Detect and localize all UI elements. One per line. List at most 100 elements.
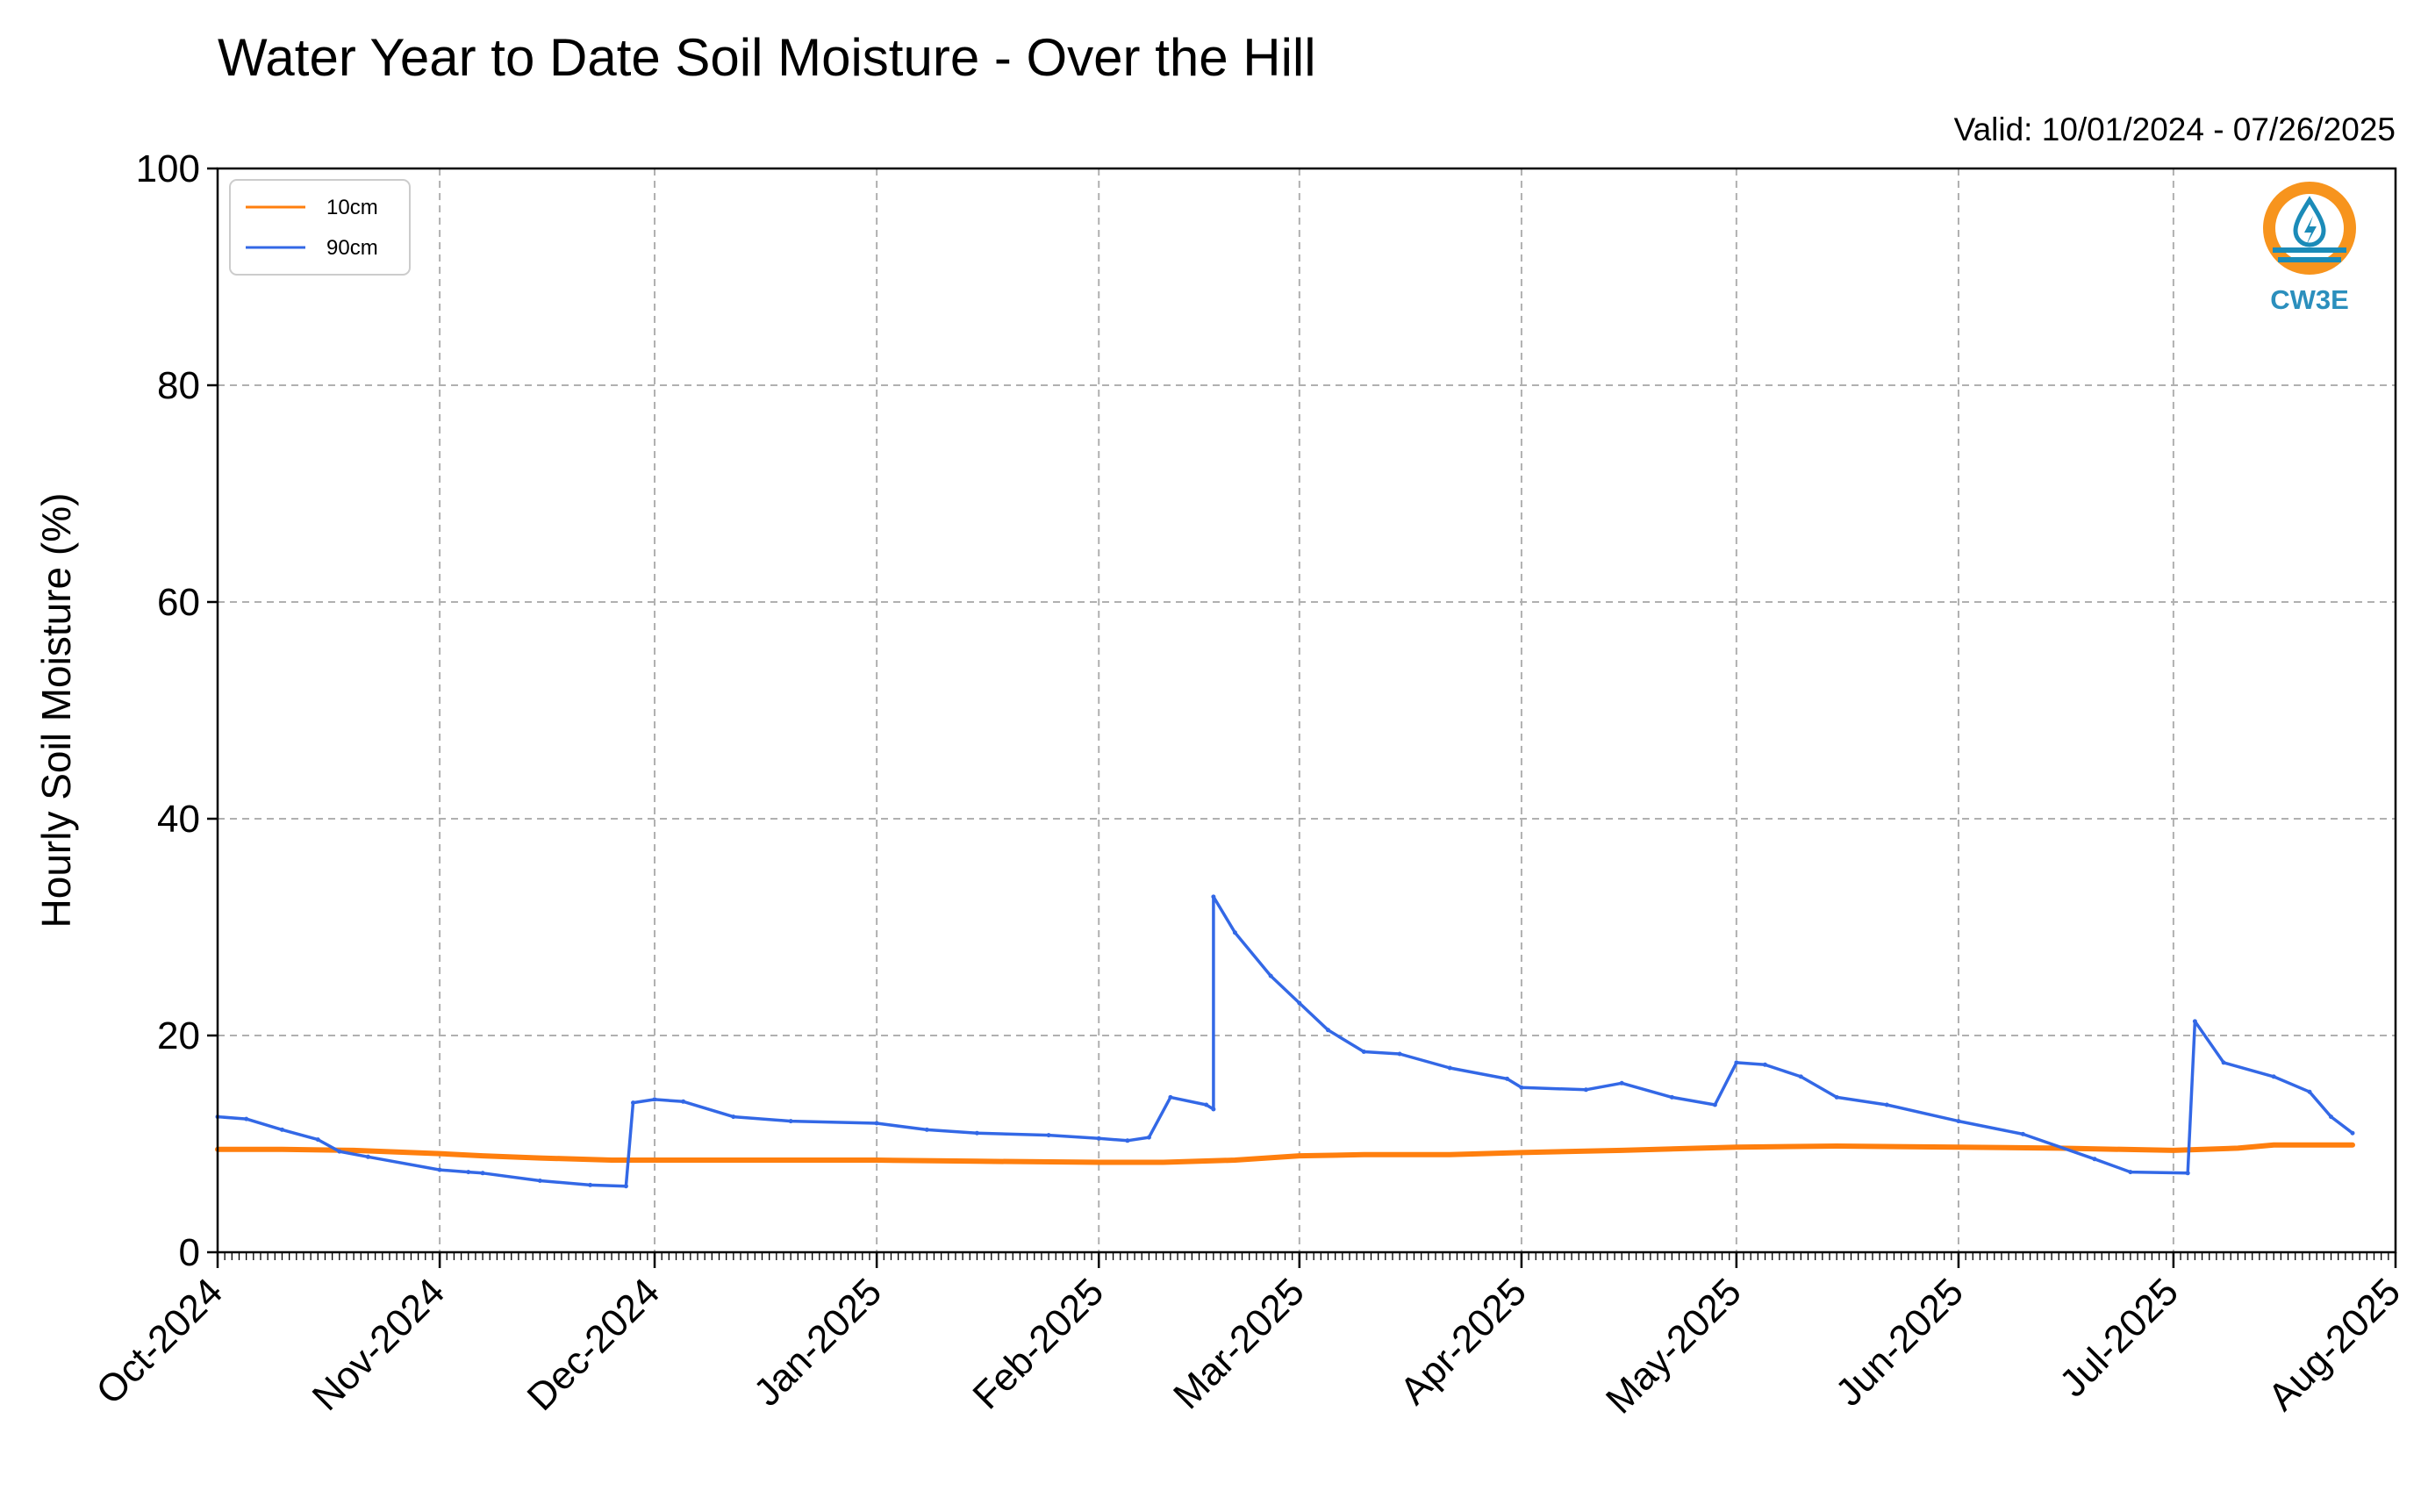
data-point-90cm <box>1763 1062 1767 1067</box>
data-point-90cm <box>631 1100 635 1106</box>
data-point-90cm <box>1361 1050 1366 1054</box>
data-point-90cm <box>2128 1170 2133 1175</box>
data-point-90cm <box>1168 1094 1173 1100</box>
grid <box>218 168 2396 1252</box>
series-layer <box>215 894 2355 1189</box>
data-point-10cm <box>1297 1153 1302 1158</box>
legend-box <box>229 179 411 276</box>
data-point-10cm <box>609 1157 614 1163</box>
data-point-90cm <box>1669 1094 1674 1100</box>
data-point-10cm <box>351 1148 356 1153</box>
data-point-90cm <box>1798 1074 1803 1079</box>
data-point-90cm <box>974 1130 979 1136</box>
data-point-90cm <box>2350 1130 2355 1136</box>
data-point-90cm <box>1505 1076 1510 1081</box>
data-point-90cm <box>2271 1074 2276 1079</box>
legend-label-10cm: 10cm <box>326 196 378 219</box>
y-tick-label: 40 <box>157 798 200 841</box>
data-point-10cm <box>437 1151 442 1157</box>
data-point-10cm <box>1834 1143 1839 1149</box>
data-point-90cm <box>2329 1114 2333 1120</box>
data-point-10cm <box>1161 1160 1166 1164</box>
data-point-10cm <box>874 1157 879 1163</box>
data-point-10cm <box>1232 1157 1237 1163</box>
data-point-90cm <box>366 1154 370 1159</box>
data-point-10cm <box>652 1157 657 1163</box>
data-point-10cm <box>1956 1144 1961 1150</box>
y-tick-label: 80 <box>157 364 200 407</box>
data-point-10cm <box>2350 1143 2355 1148</box>
logo-ring-icon <box>2263 182 2356 275</box>
bolt-icon <box>2304 216 2317 246</box>
data-point-10cm <box>280 1147 284 1152</box>
data-point-90cm <box>588 1182 593 1187</box>
data-point-90cm <box>1096 1136 1101 1141</box>
chart-title: Water Year to Date Soil Moisture - Over … <box>218 28 1316 87</box>
data-point-90cm <box>1297 1000 1302 1006</box>
data-point-90cm <box>1211 1107 1216 1112</box>
data-point-90cm <box>1619 1080 1624 1086</box>
tick-labels: 0 20 40 60 80 100 Oct-2024 Nov-2024 Dec-2024 Jan-… <box>88 147 2409 1422</box>
data-point-10cm <box>2271 1143 2276 1148</box>
data-point-90cm <box>437 1167 442 1172</box>
data-point-90cm <box>1211 894 1216 899</box>
data-point-90cm <box>537 1179 542 1183</box>
data-point-10cm <box>1619 1148 1624 1153</box>
data-point-10cm <box>1361 1152 1366 1157</box>
data-point-90cm <box>1519 1085 1524 1090</box>
water-drop-icon <box>2293 196 2326 247</box>
data-point-10cm <box>537 1156 542 1161</box>
data-point-10cm <box>2235 1145 2240 1150</box>
series-line-10cm <box>215 1142 2355 1165</box>
data-point-10cm <box>1447 1152 1452 1157</box>
data-point-10cm <box>1734 1144 1739 1150</box>
x-tick-label: Nov-2024 <box>304 1270 454 1419</box>
x-tick-label: Oct-2024 <box>88 1270 231 1413</box>
data-point-90cm <box>1712 1102 1717 1107</box>
cw3e-logo: CW3E <box>2263 182 2356 315</box>
data-point-90cm <box>337 1149 342 1154</box>
data-point-90cm <box>1125 1138 1130 1143</box>
y-tick-label: 60 <box>157 581 200 624</box>
legend: 10cm 90cm <box>229 179 411 276</box>
data-point-90cm <box>2221 1060 2226 1065</box>
data-point-10cm <box>1519 1150 1524 1155</box>
x-tick-label: Mar-2025 <box>1165 1270 1313 1417</box>
data-point-10cm <box>752 1157 757 1163</box>
x-tick-label: Dec-2024 <box>519 1270 669 1419</box>
data-point-90cm <box>480 1171 485 1176</box>
data-point-90cm <box>466 1170 471 1175</box>
logo-text: CW3E <box>2270 284 2349 315</box>
data-point-90cm <box>1268 973 1273 978</box>
data-point-90cm <box>924 1127 929 1132</box>
y-tick-label: 100 <box>136 147 200 190</box>
data-point-90cm <box>315 1137 320 1143</box>
data-point-90cm <box>1232 930 1237 935</box>
x-tick-label: Apr-2025 <box>1392 1270 1535 1413</box>
data-point-90cm <box>1956 1119 1961 1124</box>
x-tick-label: Jan-2025 <box>746 1270 890 1414</box>
data-point-90cm <box>623 1184 628 1189</box>
data-point-90cm <box>1046 1133 1051 1138</box>
data-point-10cm <box>480 1153 485 1158</box>
plot-frame <box>216 167 2397 1254</box>
data-point-90cm <box>2307 1089 2312 1094</box>
data-point-90cm <box>1834 1094 1839 1100</box>
data-point-90cm <box>1447 1065 1452 1071</box>
data-point-90cm <box>2092 1157 2097 1162</box>
data-point-10cm <box>974 1158 979 1164</box>
data-point-90cm <box>652 1097 657 1102</box>
data-point-90cm <box>1397 1051 1402 1057</box>
axis-ticks <box>207 167 2397 1268</box>
data-point-90cm <box>280 1127 284 1132</box>
data-point-10cm <box>2171 1148 2176 1153</box>
data-point-90cm <box>731 1114 736 1120</box>
data-point-10cm <box>1096 1160 1101 1164</box>
x-tick-label: Aug-2025 <box>2260 1270 2409 1419</box>
data-point-90cm <box>244 1116 249 1121</box>
data-point-90cm <box>788 1119 793 1124</box>
y-tick-label: 20 <box>157 1014 200 1057</box>
y-tick-label: 0 <box>179 1231 200 1274</box>
x-tick-label: Jun-2025 <box>1828 1270 1972 1414</box>
